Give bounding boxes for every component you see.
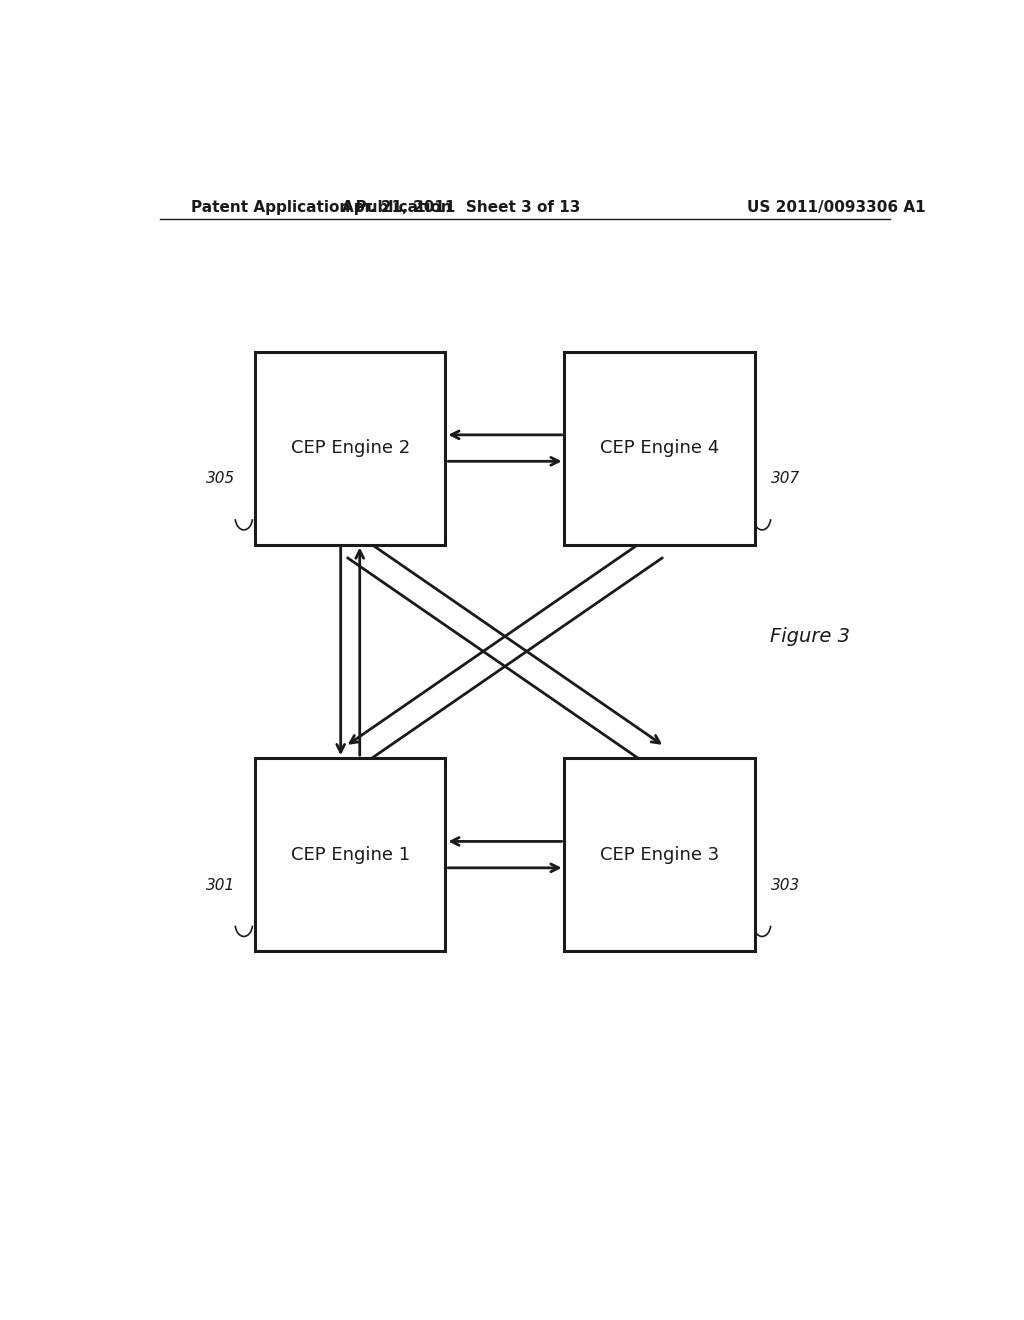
Bar [255, 351, 445, 545]
Text: CEP Engine 4: CEP Engine 4 [600, 440, 719, 457]
Text: 307: 307 [771, 471, 800, 486]
Text: Patent Application Publication: Patent Application Publication [191, 199, 453, 215]
Bar [255, 758, 445, 952]
Text: 305: 305 [206, 471, 236, 486]
Text: CEP Engine 1: CEP Engine 1 [291, 846, 410, 863]
Text: Apr. 21, 2011  Sheet 3 of 13: Apr. 21, 2011 Sheet 3 of 13 [342, 199, 581, 215]
Text: CEP Engine 2: CEP Engine 2 [291, 440, 410, 457]
Text: CEP Engine 3: CEP Engine 3 [600, 846, 719, 863]
Text: Figure 3: Figure 3 [770, 627, 851, 645]
Bar [564, 351, 755, 545]
Bar [564, 758, 755, 952]
Text: US 2011/0093306 A1: US 2011/0093306 A1 [748, 199, 926, 215]
Text: 301: 301 [206, 878, 236, 892]
Text: 303: 303 [771, 878, 800, 892]
